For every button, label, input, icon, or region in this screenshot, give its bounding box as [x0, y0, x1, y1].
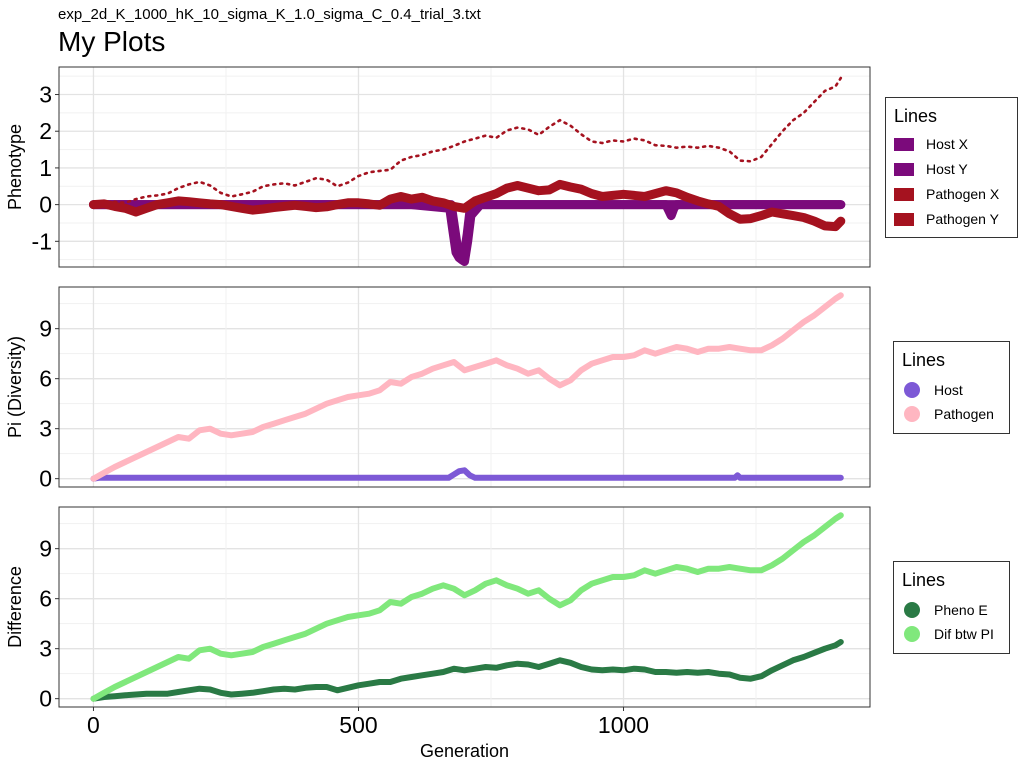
series-line-dif-btw-pi	[90, 512, 844, 702]
legend-label: Pathogen X	[926, 186, 1000, 202]
y-tick-label: 1	[39, 155, 52, 181]
legend-label: Host X	[926, 136, 969, 152]
y-tick-label: 3	[39, 636, 52, 662]
legend-item-pathogen: Pathogen	[902, 404, 994, 424]
legend-label: Host Y	[926, 161, 968, 177]
legend-label: Pathogen	[934, 406, 994, 422]
legend-item-pheno-e: Pheno E	[902, 600, 988, 620]
legend-label: Dif btw PI	[934, 626, 994, 642]
legend-label: Pheno E	[934, 602, 988, 618]
y-axis-label: Difference	[5, 566, 25, 648]
legend-phenotype: Lines Host X Host Y Pathogen X Pathogen …	[885, 97, 1018, 238]
legend-label: Pathogen Y	[926, 211, 999, 227]
y-tick-label: -1	[32, 228, 52, 254]
legend-item-pathogen-y: Pathogen Y	[894, 209, 999, 229]
legend-item-dif-btw-pi: Dif btw PI	[902, 624, 994, 644]
legend-key	[894, 212, 914, 226]
legend-key	[894, 162, 914, 176]
series-line-pathogen	[90, 292, 844, 482]
y-tick-label: 6	[39, 586, 52, 612]
page-title: My Plots	[58, 26, 166, 57]
legend-difference: Lines Pheno E Dif btw PI	[893, 561, 1010, 654]
legend-key	[904, 626, 920, 642]
y-tick-label: 9	[39, 316, 52, 342]
y-tick-label: 2	[39, 118, 52, 144]
y-tick-label: 0	[39, 192, 52, 218]
panel-border	[58, 286, 871, 488]
y-tick-label: 3	[39, 82, 52, 108]
panel-border	[58, 506, 871, 708]
series-line-host	[90, 467, 844, 482]
y-tick-label: 0	[39, 686, 52, 712]
legend-item-pathogen-x: Pathogen X	[894, 184, 999, 204]
legend-key	[904, 382, 920, 398]
y-tick-label: 3	[39, 416, 52, 442]
x-axis-label: Generation	[420, 741, 509, 761]
y-tick-label: 6	[39, 366, 52, 392]
series-line-pathogen-x	[92, 76, 843, 206]
panel-border	[58, 66, 871, 268]
y-tick-label: 9	[39, 536, 52, 562]
x-tick-label: 500	[339, 712, 377, 738]
file-name-subtitle: exp_2d_K_1000_hK_10_sigma_K_1.0_sigma_C_…	[58, 6, 481, 23]
legend-key	[894, 137, 914, 151]
y-axis-label: Pi (Diversity)	[5, 336, 25, 438]
legend-title: Lines	[902, 350, 946, 370]
series-line-pheno-e	[90, 639, 844, 702]
legend-pi: Lines Host Pathogen	[893, 341, 1010, 434]
y-tick-label: 0	[39, 466, 52, 492]
series-line-pathogen-y	[89, 179, 846, 232]
legend-title: Lines	[894, 106, 938, 126]
legend-item-host-y: Host Y	[894, 159, 968, 179]
legend-key	[904, 406, 920, 422]
x-tick-label: 1000	[598, 712, 649, 738]
legend-label: Host	[934, 382, 963, 398]
legend-key	[894, 187, 914, 201]
legend-title: Lines	[902, 570, 946, 590]
legend-key	[904, 602, 920, 618]
legend-item-host-x: Host X	[894, 134, 968, 154]
x-tick-label: 0	[87, 712, 100, 738]
legend-item-host: Host	[902, 380, 963, 400]
y-axis-label: Phenotype	[5, 124, 25, 210]
